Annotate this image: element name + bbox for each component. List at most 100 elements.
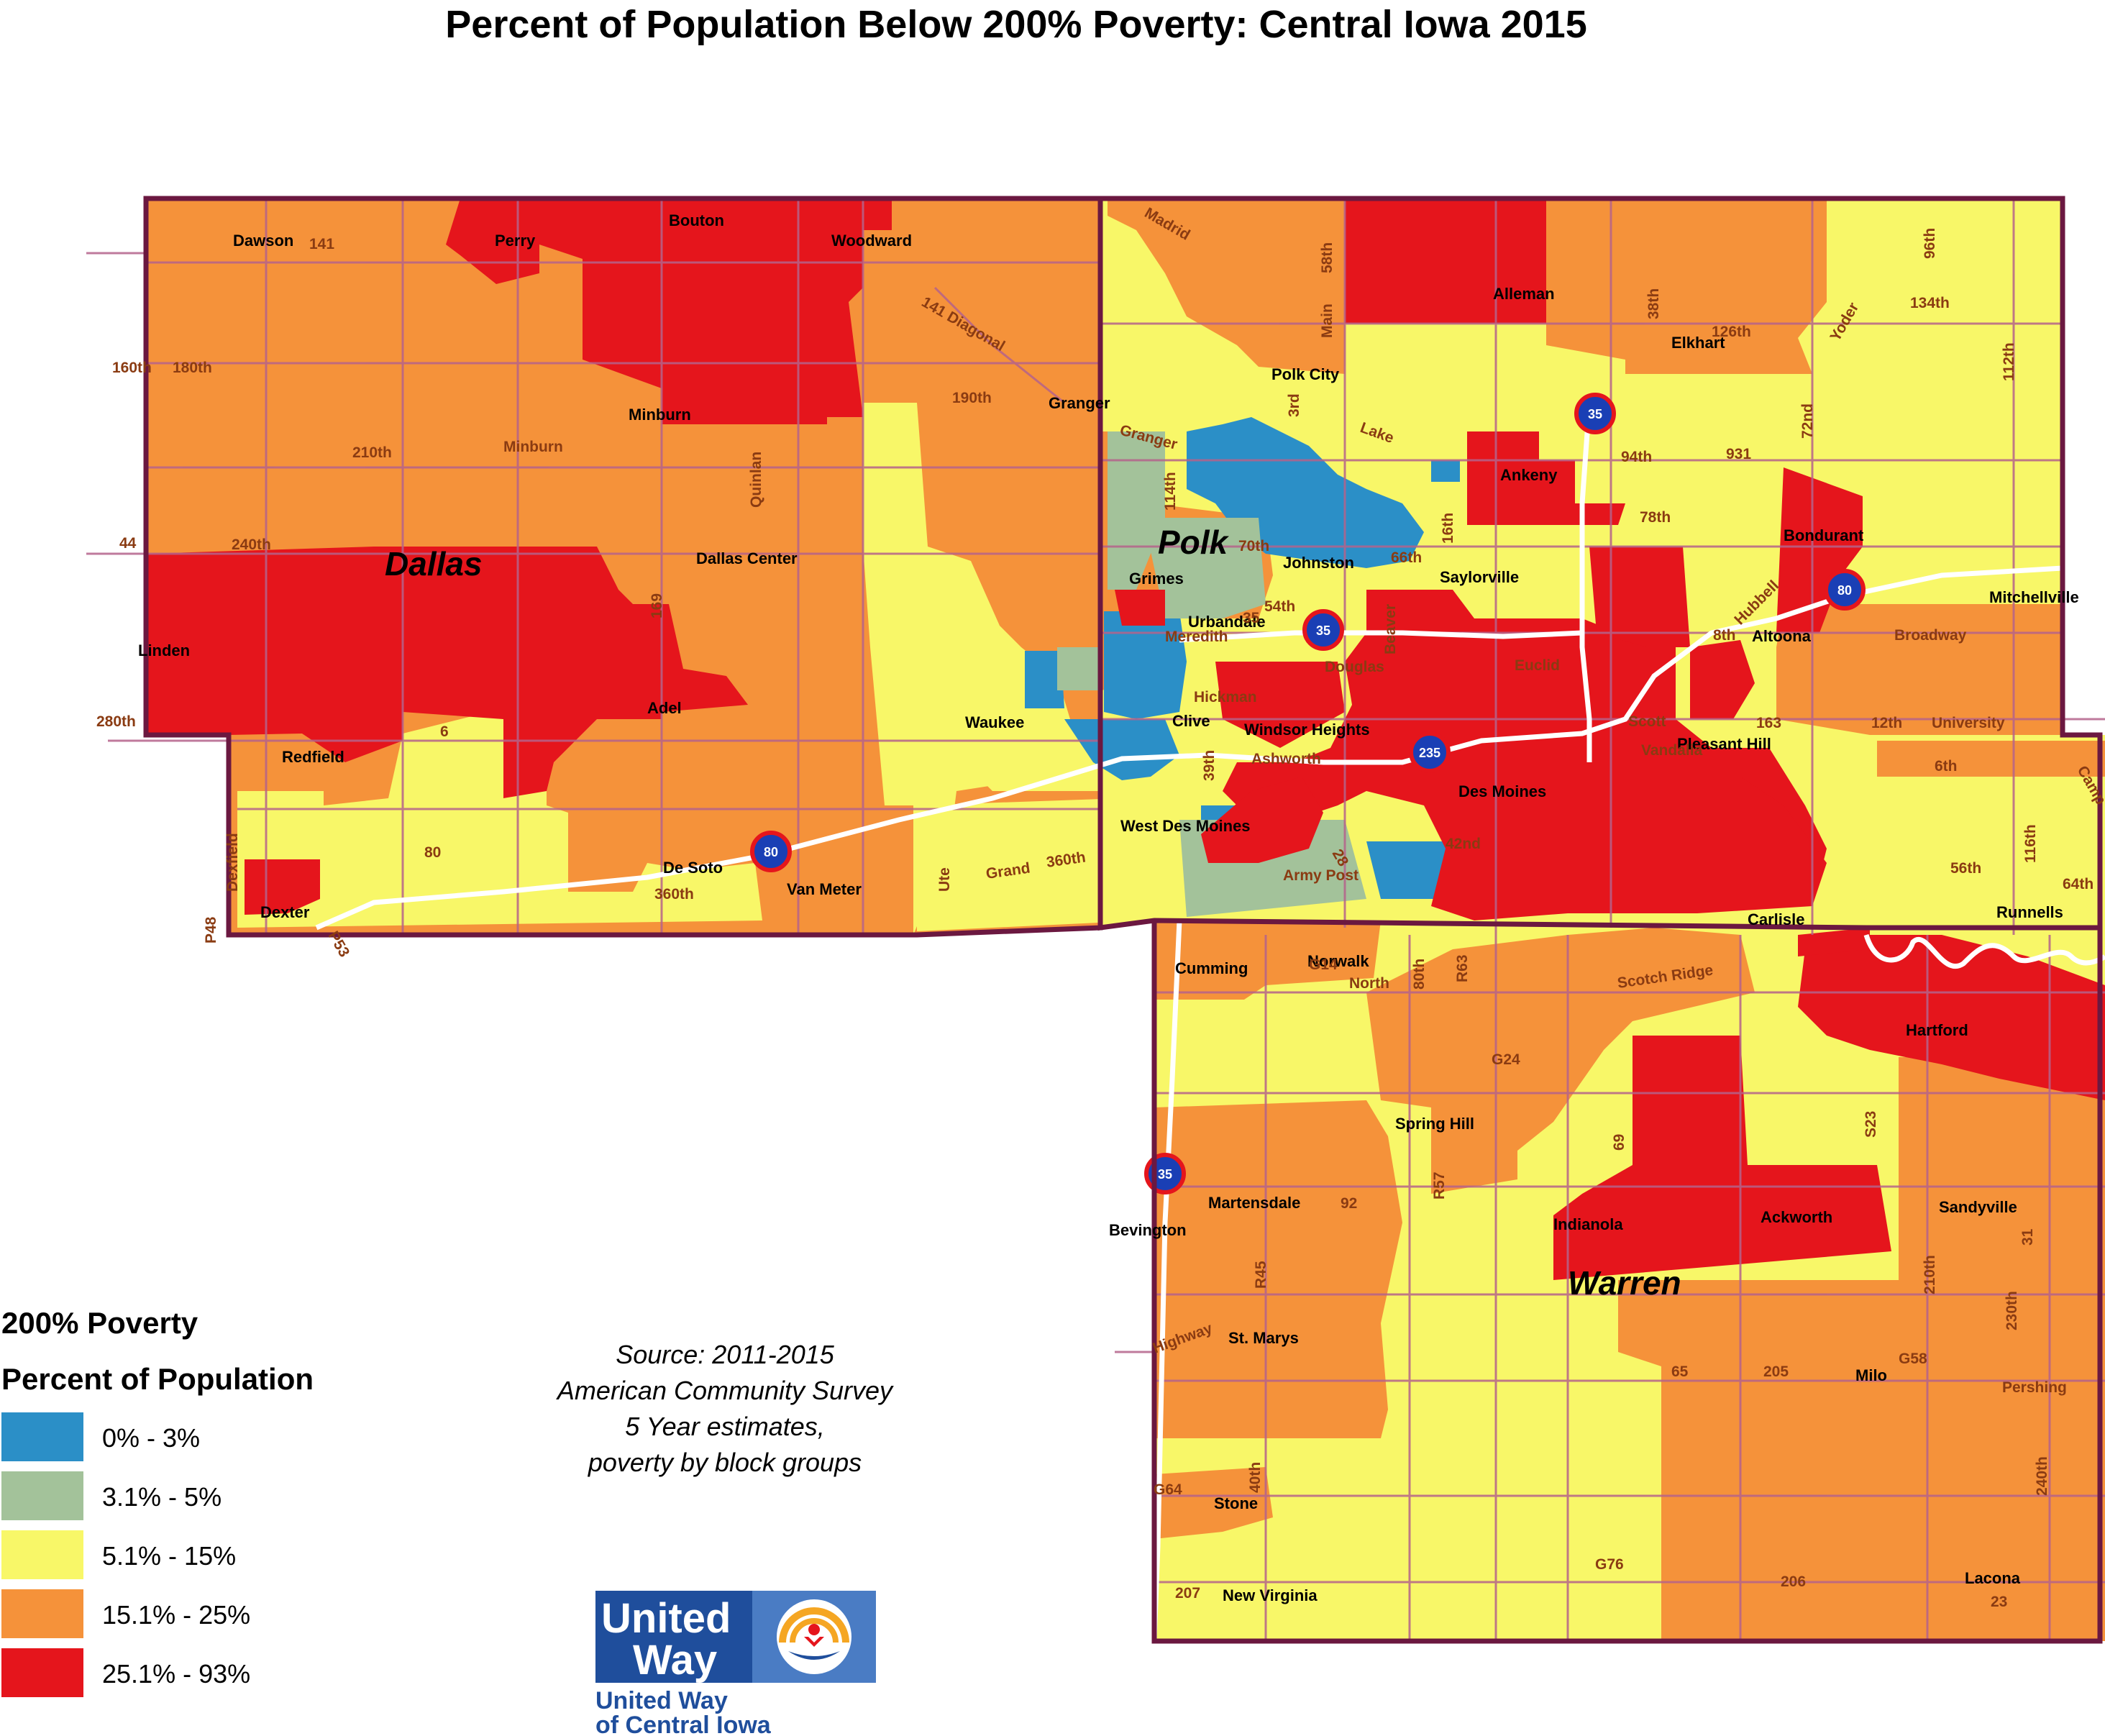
road-label: 6 [440, 723, 449, 740]
road-label: G58 [1899, 1351, 1927, 1367]
road-label: 42nd [1446, 836, 1481, 852]
road-label: 240th [2034, 1456, 2050, 1496]
road-label: R45 [1253, 1261, 1269, 1289]
legend-heading: 200% Poverty [1, 1306, 198, 1340]
svg-text:35: 35 [1588, 407, 1602, 421]
logo-word-united: United [601, 1595, 731, 1642]
road-label: G14 [1309, 956, 1338, 973]
region-warren-east-orange [1899, 1057, 2105, 1287]
united-way-logo: United Way United Way of Central Iowa [595, 1591, 876, 1736]
logo-word-way: Way [633, 1637, 717, 1684]
logo-emblem-icon [777, 1599, 851, 1674]
road-label: 66th [1391, 549, 1422, 566]
city-label: Elkhart [1671, 334, 1725, 352]
city-label: Indianola [1553, 1215, 1623, 1233]
road-label: Beaver [1382, 604, 1399, 654]
region-warren-w-orange [1154, 1100, 1402, 1438]
road-label: 58th [1319, 242, 1335, 273]
city-label: Lacona [1965, 1569, 2021, 1587]
region-wdm-red [1201, 777, 1323, 863]
city-label: Perry [495, 232, 536, 250]
road-label: 180th [173, 360, 212, 376]
city-label: Mitchellville [1989, 588, 2079, 606]
road-label: 40th [1247, 1462, 1264, 1493]
road-label: North [1349, 975, 1389, 992]
road-label: 64th [2063, 876, 2093, 892]
svg-text:35: 35 [1158, 1167, 1172, 1182]
road-label: 240th [232, 536, 271, 553]
region-polk-alleman-red [1345, 198, 1546, 324]
city-label: Alleman [1493, 285, 1555, 303]
city-label: Bouton [669, 211, 724, 229]
road-label: 190th [952, 390, 992, 406]
legend-label: 25.1% - 93% [102, 1659, 250, 1689]
city-label: Saylorville [1440, 568, 1519, 586]
city-label: Polk City [1271, 365, 1340, 383]
road-label: 6th [1935, 758, 1958, 775]
road-label: 94th [1621, 449, 1652, 465]
city-label: Grimes [1129, 570, 1184, 588]
city-label: Des Moines [1458, 782, 1546, 800]
road-label: 112th [2001, 342, 2017, 381]
legend-swatch [1, 1530, 83, 1579]
region-dallas-north-red [446, 198, 892, 424]
road-label: G64 [1154, 1481, 1182, 1498]
road-label: 3rd [1286, 393, 1302, 417]
road-label: 169 [649, 593, 665, 618]
map-title: Percent of Population Below 200% Poverty… [445, 3, 1586, 46]
road-label: University [1932, 715, 2005, 731]
source-line: 5 Year estimates, [625, 1412, 825, 1441]
road-label: 160th [112, 360, 152, 376]
road-label: 141 [309, 236, 334, 252]
city-label: Cumming [1175, 959, 1248, 977]
shield-i80-east: 80 [1824, 569, 1866, 611]
road-label: Quinlan [748, 452, 764, 508]
road-label: 72nd [1799, 403, 1816, 439]
svg-text:235: 235 [1419, 746, 1440, 760]
road-label: Main [1319, 303, 1335, 338]
road-label: 96th [1922, 228, 1938, 259]
road-label: 92 [1341, 1195, 1357, 1212]
road-label: G24 [1492, 1051, 1520, 1068]
legend-subheading: Percent of Population [1, 1362, 314, 1396]
region-dallas-base [146, 198, 1100, 935]
road-label: 360th [654, 886, 694, 903]
road-label: 65 [1671, 1363, 1689, 1380]
region-west-blue-1 [1025, 651, 1064, 708]
des-moines-river [1863, 933, 2105, 969]
legend: 200% Poverty Percent of Population 0% - … [1, 1306, 314, 1697]
road-label: 210th [1922, 1255, 1938, 1294]
road-label: 35 [1243, 610, 1260, 626]
road-label: 78th [1640, 509, 1671, 526]
city-label: De Soto [663, 859, 723, 877]
road-label: 69 [1611, 1134, 1627, 1151]
road-label: Minburn [503, 439, 563, 455]
city-label: Linden [138, 641, 190, 659]
road-label: R57 [1431, 1171, 1448, 1200]
city-label: Bevington [1109, 1221, 1187, 1239]
region-dallas-mid-yellow [863, 403, 1079, 935]
region-east-red [1589, 547, 1690, 647]
city-label: Milo [1855, 1366, 1887, 1384]
region-polk-se-orange [1776, 604, 2063, 735]
road-label: Ashworth [1251, 751, 1321, 767]
city-label: St. Marys [1228, 1329, 1299, 1347]
region-dallas-west-red [146, 547, 748, 798]
road-label: 206 [1781, 1573, 1806, 1590]
road-label: 205 [1763, 1363, 1789, 1380]
city-label: Spring Hill [1395, 1115, 1474, 1133]
region-warren-sw-orange [1154, 1467, 1273, 1539]
road-label: P48 [203, 916, 219, 944]
region-west-blue-2 [1104, 611, 1187, 719]
shield-i235: 235 [1409, 731, 1451, 773]
legend-swatch [1, 1648, 83, 1697]
city-label: Martensdale [1208, 1194, 1300, 1212]
city-label: New Virginia [1223, 1586, 1318, 1604]
road-label: Dexfield [224, 833, 241, 892]
region-west-blue-3 [1064, 719, 1179, 780]
shield-i35-north: 35 [1574, 393, 1616, 434]
road-label: 210th [352, 444, 392, 461]
legend-label: 5.1% - 15% [102, 1541, 236, 1571]
city-label: Stone [1214, 1494, 1258, 1512]
road-label: 80th [1411, 959, 1428, 990]
